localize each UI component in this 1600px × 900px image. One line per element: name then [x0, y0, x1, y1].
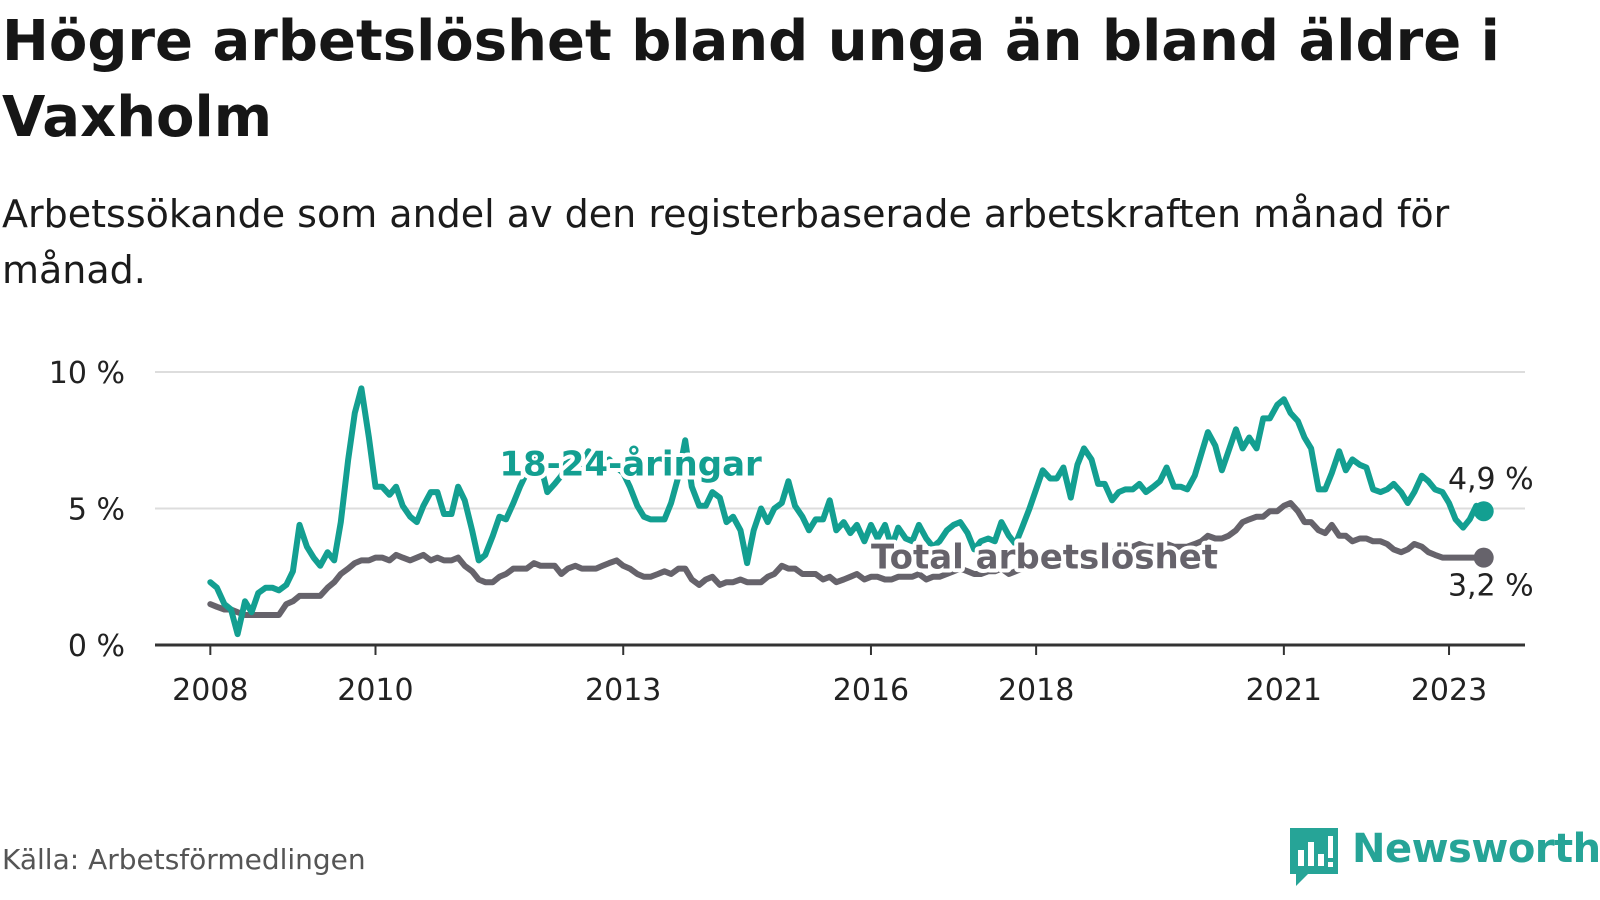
series-label-youth: 18-24-åringar	[499, 445, 762, 485]
chart-title: Högre arbetslöshet bland unga än bland ä…	[2, 9, 1500, 150]
series-label-total: Total arbetslöshet	[871, 538, 1218, 578]
end-point-youth	[1473, 501, 1494, 522]
source-note: Källa: Arbetsförmedlingen	[2, 843, 366, 876]
series-line-youth	[207, 385, 1487, 638]
x-tick-label: 2008	[172, 673, 248, 708]
y-tick-label: 5 %	[68, 493, 125, 528]
x-tick-label: 2018	[998, 673, 1074, 708]
end-label-youth: 4,9 %	[1448, 462, 1534, 497]
series-line-total	[207, 500, 1487, 618]
end-label-total: 3,2 %	[1448, 569, 1534, 604]
y-tick-label: 10 %	[49, 356, 125, 391]
series-labels: 18-24-åringar Total arbetslöshet	[495, 441, 1222, 582]
y-tick-label: 0 %	[68, 629, 125, 664]
x-tick-label: 2021	[1246, 673, 1322, 708]
x-tick-label: 2010	[337, 673, 413, 708]
x-tick-label: 2013	[585, 673, 661, 708]
line-chart: 0 %5 %10 % 2008 2010 2013 2016 2018 2021 2023 …	[49, 356, 1537, 708]
series-lines	[207, 385, 1487, 638]
y-axis-ticks: 0 % 5 % 10 %	[49, 356, 125, 664]
end-point-total	[1473, 547, 1494, 568]
newsworthy-logo: Newsworthy	[1288, 826, 1600, 888]
x-axis: 2008 2010 2013 2016 2018 2021 2023	[155, 643, 1525, 708]
end-points: 4,9 % 3,2 %	[1445, 459, 1537, 606]
x-tick-label: 2023	[1411, 673, 1487, 708]
bar-chart-speech-icon	[1290, 828, 1338, 886]
brand-name: Newsworthy	[1352, 826, 1600, 872]
chart-subtitle: Arbetssökande som andel av den registerb…	[2, 192, 1450, 292]
x-tick-label: 2016	[833, 673, 909, 708]
